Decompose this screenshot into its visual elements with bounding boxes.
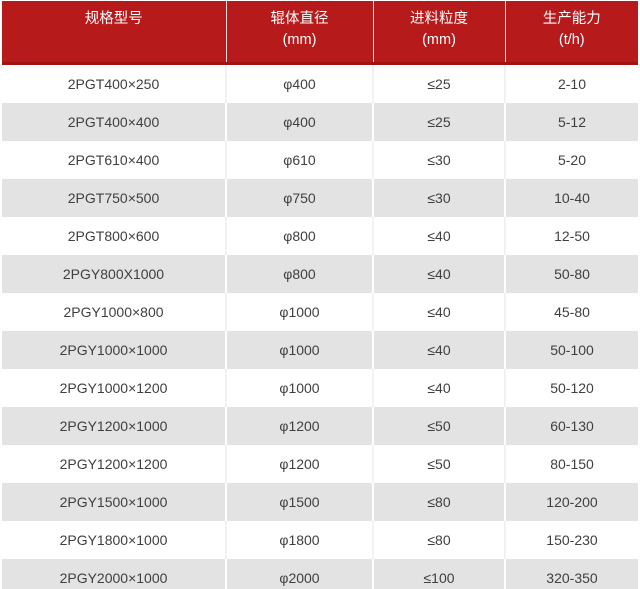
table-body: 2PGT400×250 φ400 ≤25 2-10 2PGT400×400 φ400 ≤25… xyxy=(2,63,638,589)
table-row: 2PGY1800×1000 φ1800 ≤80 150-230 xyxy=(2,521,638,559)
cell-capacity: 60-130 xyxy=(505,407,638,445)
cell-roller-diameter: φ800 xyxy=(226,255,374,293)
cell-model: 2PGT750×500 xyxy=(2,179,227,217)
cell-model: 2PGT610×400 xyxy=(2,141,227,179)
cell-model: 2PGY800X1000 xyxy=(2,255,227,293)
cell-capacity: 5-12 xyxy=(505,103,638,141)
cell-roller-diameter: φ2000 xyxy=(226,559,374,589)
header-unit: (t/h) xyxy=(558,32,585,48)
cell-feed-size: ≤50 xyxy=(373,407,506,445)
cell-feed-size: ≤80 xyxy=(373,521,506,559)
header-label: 辊体直径 xyxy=(270,11,329,27)
cell-model: 2PGY2000×1000 xyxy=(2,559,227,589)
cell-capacity: 80-150 xyxy=(505,445,638,483)
header-unit: (mm) xyxy=(282,32,317,48)
cell-capacity: 50-100 xyxy=(505,331,638,369)
cell-model: 2PGY1000×1200 xyxy=(2,369,227,407)
cell-capacity: 2-10 xyxy=(505,63,638,103)
cell-roller-diameter: φ1500 xyxy=(226,483,374,521)
cell-model: 2PGY1000×800 xyxy=(2,293,227,331)
cell-feed-size: ≤30 xyxy=(373,141,506,179)
cell-capacity: 12-50 xyxy=(505,217,638,255)
table-row: 2PGT400×250 φ400 ≤25 2-10 xyxy=(2,63,638,103)
cell-model: 2PGT400×400 xyxy=(2,103,227,141)
cell-capacity: 320-350 xyxy=(505,559,638,589)
cell-feed-size: ≤100 xyxy=(373,559,506,589)
cell-model: 2PGY1200×1200 xyxy=(2,445,227,483)
header-cell-feed-size: 进料粒度 (mm) xyxy=(373,1,506,65)
cell-roller-diameter: φ1200 xyxy=(226,445,374,483)
table-header: 规格型号 辊体直径 (mm) 进料粒度 (mm) 生产能力 (t/h) xyxy=(2,1,638,65)
header-unit: (mm) xyxy=(422,32,456,48)
cell-feed-size: ≤40 xyxy=(373,293,506,331)
table-row: 2PGY1000×800 φ1000 ≤40 45-80 xyxy=(2,293,638,331)
table-row: 2PGT800×600 φ800 ≤40 12-50 xyxy=(2,217,638,255)
cell-capacity: 45-80 xyxy=(505,293,638,331)
cell-capacity: 10-40 xyxy=(505,179,638,217)
table-row: 2PGY1000×1000 φ1000 ≤40 50-100 xyxy=(2,331,638,369)
header-row: 规格型号 辊体直径 (mm) 进料粒度 (mm) 生产能力 (t/h) xyxy=(2,1,638,65)
table-row: 2PGY1200×1200 φ1200 ≤50 80-150 xyxy=(2,445,638,483)
cell-feed-size: ≤40 xyxy=(373,369,506,407)
table-row: 2PGY2000×1000 φ2000 ≤100 320-350 xyxy=(2,559,638,589)
cell-roller-diameter: φ1000 xyxy=(226,331,374,369)
cell-roller-diameter: φ1000 xyxy=(226,369,374,407)
cell-model: 2PGY1500×1000 xyxy=(2,483,227,521)
cell-feed-size: ≤25 xyxy=(373,63,506,103)
cell-capacity: 50-80 xyxy=(505,255,638,293)
header-cell-capacity: 生产能力 (t/h) xyxy=(505,1,638,65)
cell-feed-size: ≤50 xyxy=(373,445,506,483)
header-cell-model: 规格型号 xyxy=(2,1,227,65)
table-row: 2PGT400×400 φ400 ≤25 5-12 xyxy=(2,103,638,141)
table-row: 2PGY1000×1200 φ1000 ≤40 50-120 xyxy=(2,369,638,407)
cell-roller-diameter: φ750 xyxy=(226,179,374,217)
cell-roller-diameter: φ400 xyxy=(226,63,374,103)
cell-capacity: 150-230 xyxy=(505,521,638,559)
header-label: 规格型号 xyxy=(84,11,143,27)
cell-roller-diameter: φ1000 xyxy=(226,293,374,331)
cell-model: 2PGY1200×1000 xyxy=(2,407,227,445)
cell-model: 2PGT800×600 xyxy=(2,217,227,255)
cell-feed-size: ≤80 xyxy=(373,483,506,521)
table-row: 2PGY800X1000 φ800 ≤40 50-80 xyxy=(2,255,638,293)
cell-roller-diameter: φ1200 xyxy=(226,407,374,445)
table-row: 2PGT610×400 φ610 ≤30 5-20 xyxy=(2,141,638,179)
cell-capacity: 50-120 xyxy=(505,369,638,407)
cell-roller-diameter: φ800 xyxy=(226,217,374,255)
header-label: 生产能力 xyxy=(542,11,601,27)
cell-feed-size: ≤40 xyxy=(373,331,506,369)
table-row: 2PGY1500×1000 φ1500 ≤80 120-200 xyxy=(2,483,638,521)
cell-roller-diameter: φ610 xyxy=(226,141,374,179)
cell-model: 2PGY1800×1000 xyxy=(2,521,227,559)
table-row: 2PGT750×500 φ750 ≤30 10-40 xyxy=(2,179,638,217)
cell-roller-diameter: φ400 xyxy=(226,103,374,141)
table-row: 2PGY1200×1000 φ1200 ≤50 60-130 xyxy=(2,407,638,445)
header-label: 进料粒度 xyxy=(410,11,468,27)
cell-model: 2PGY1000×1000 xyxy=(2,331,227,369)
cell-feed-size: ≤40 xyxy=(373,217,506,255)
cell-model: 2PGT400×250 xyxy=(2,63,227,103)
cell-feed-size: ≤30 xyxy=(373,179,506,217)
header-cell-roller-diameter: 辊体直径 (mm) xyxy=(226,1,374,65)
cell-feed-size: ≤25 xyxy=(373,103,506,141)
cell-capacity: 120-200 xyxy=(505,483,638,521)
cell-capacity: 5-20 xyxy=(505,141,638,179)
cell-roller-diameter: φ1800 xyxy=(226,521,374,559)
cell-feed-size: ≤40 xyxy=(373,255,506,293)
